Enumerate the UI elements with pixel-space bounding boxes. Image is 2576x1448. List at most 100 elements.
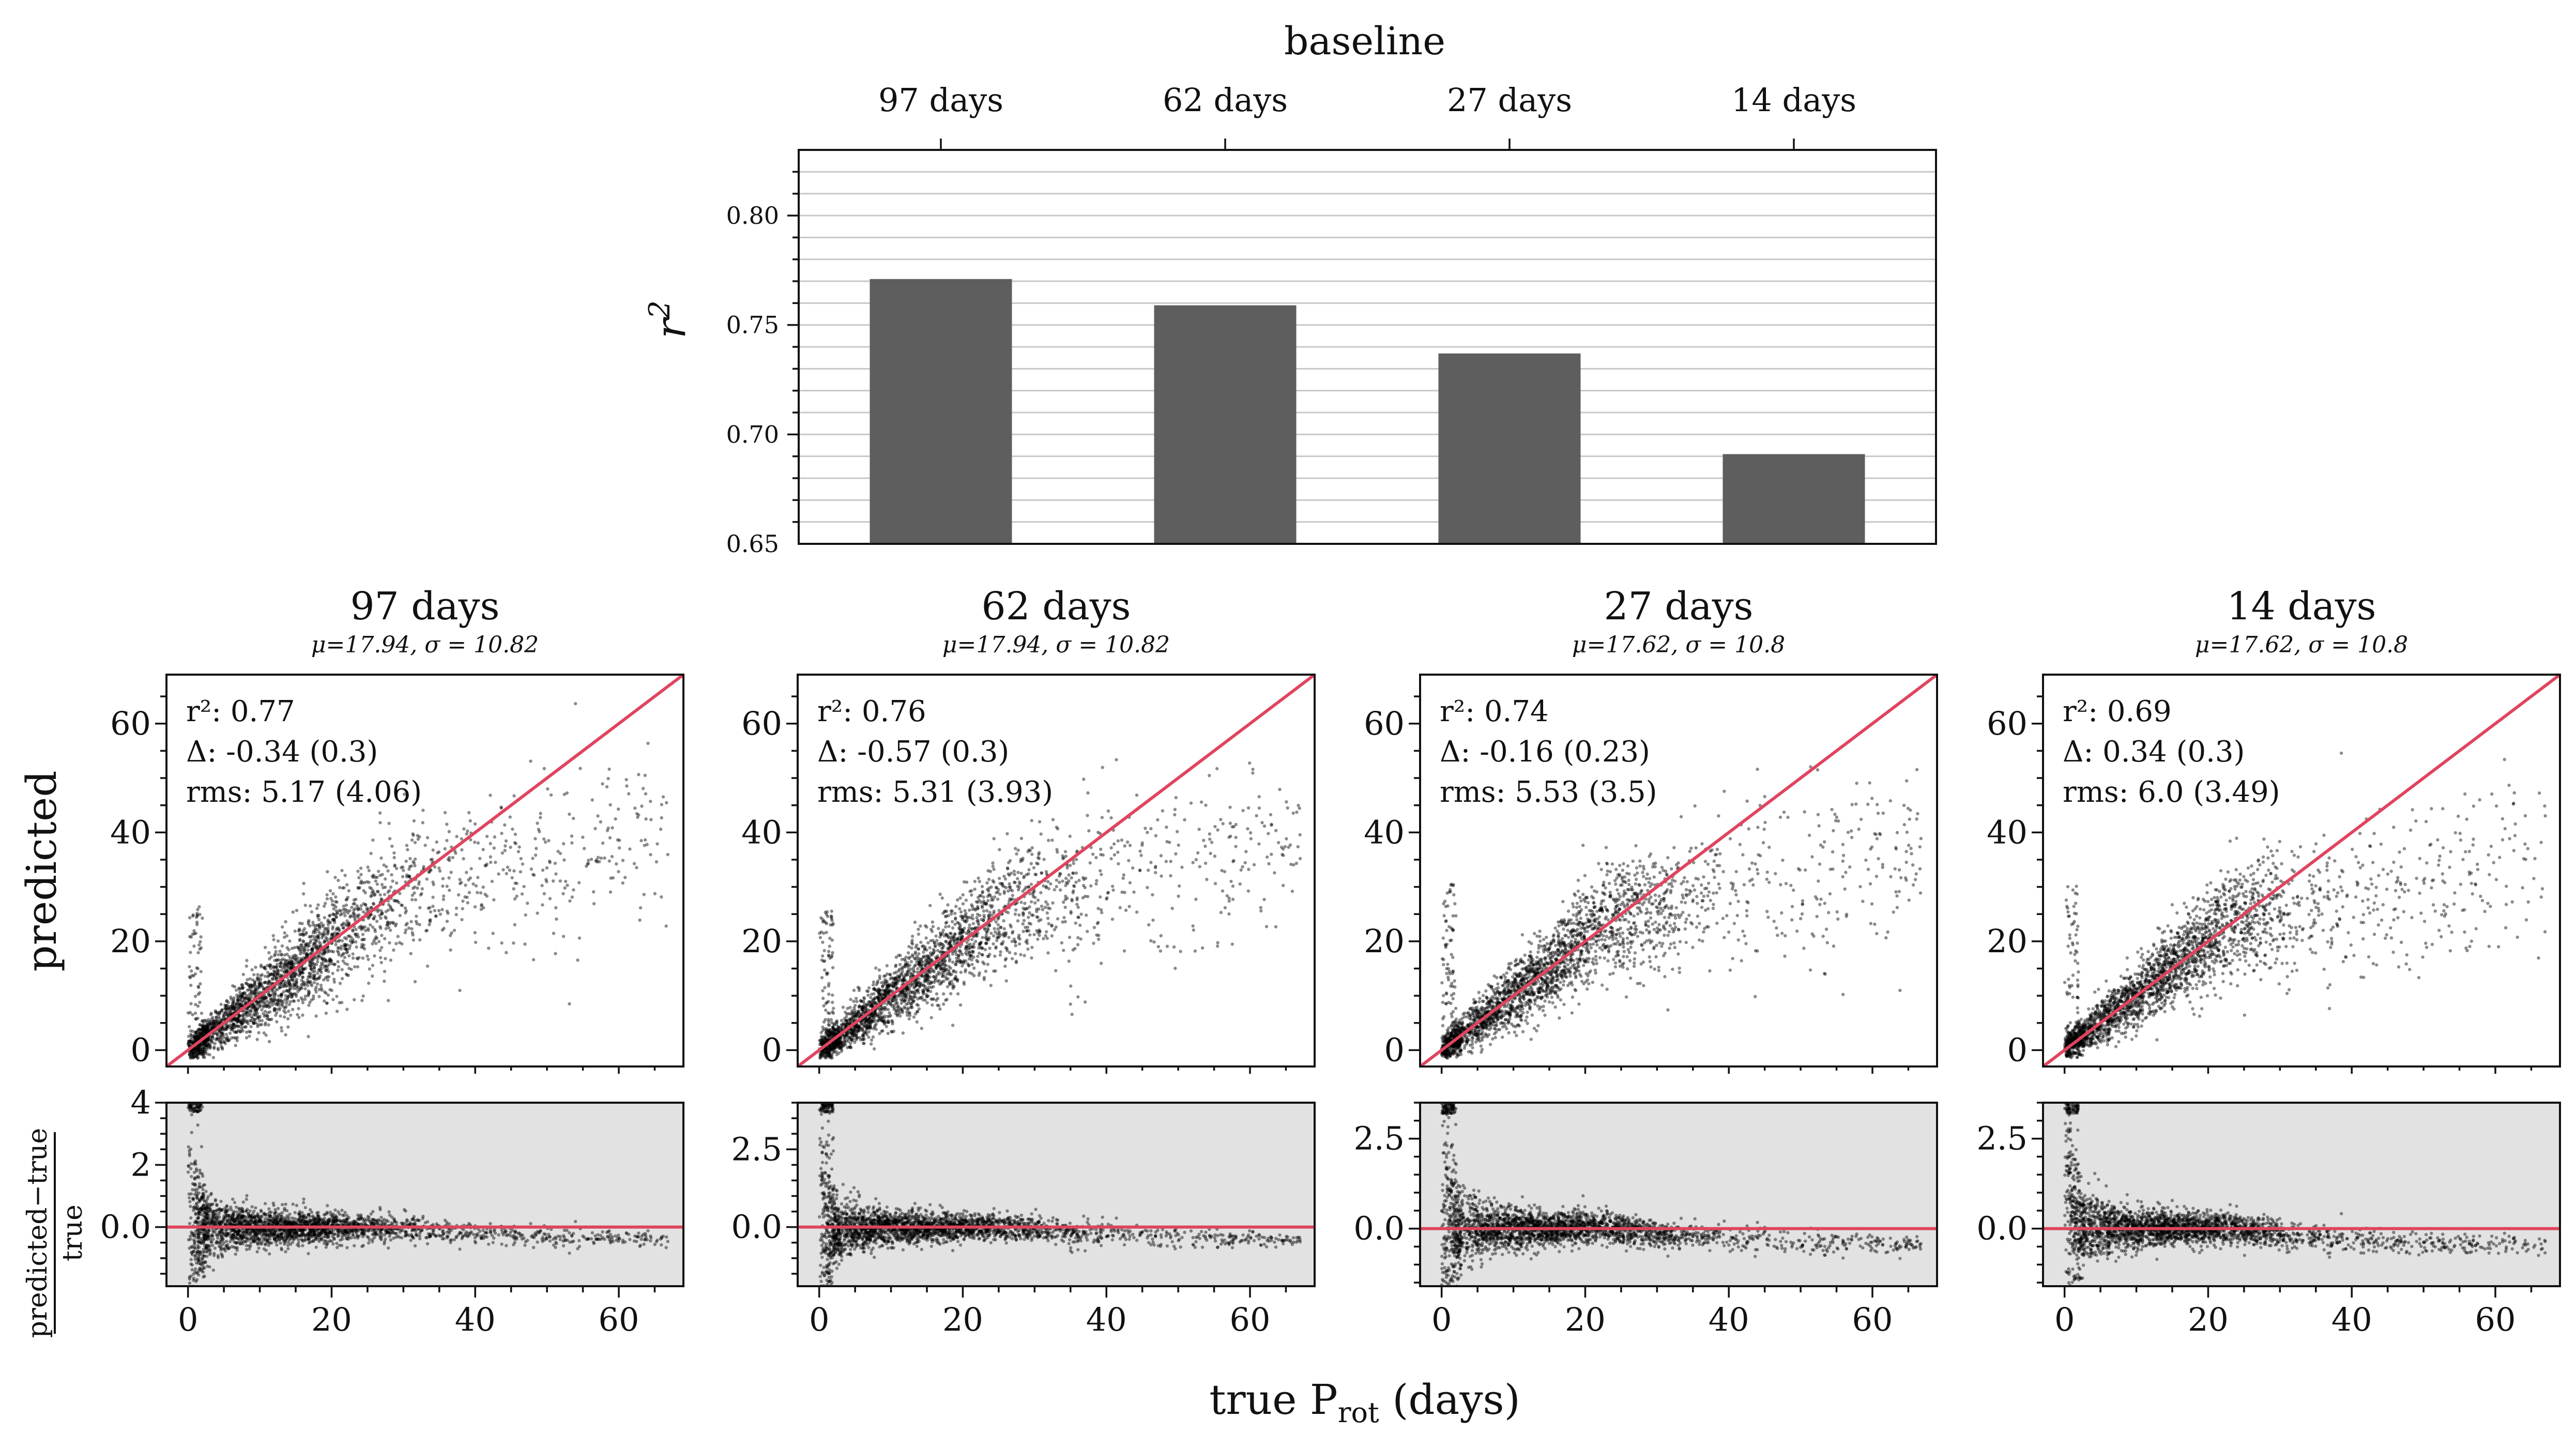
scatter-point	[279, 973, 283, 977]
scatter-point	[353, 965, 357, 969]
scatter-point	[216, 1012, 220, 1016]
scatter-point	[264, 1021, 267, 1025]
scatter-point	[340, 1001, 344, 1004]
scatter-point	[235, 1030, 239, 1034]
scatter-point	[204, 1029, 208, 1032]
scatter-point	[234, 1030, 238, 1034]
scatter-point	[190, 1041, 193, 1044]
scatter-point	[237, 994, 241, 998]
scatter-point	[342, 944, 346, 948]
residual-point	[264, 1248, 268, 1252]
residual-point	[386, 1230, 389, 1234]
scatter-point	[367, 880, 371, 884]
residual-point	[287, 1218, 291, 1222]
scatter-point	[359, 904, 363, 908]
scatter-point	[312, 976, 316, 980]
residual-point	[233, 1218, 236, 1222]
residual-point	[322, 1229, 326, 1233]
scatter-point	[317, 937, 321, 940]
residual-point	[301, 1215, 306, 1219]
scatter-point	[561, 935, 566, 938]
residual-point	[395, 1221, 399, 1224]
residual-point	[343, 1230, 347, 1233]
residual-point	[341, 1213, 344, 1217]
scatter-point	[284, 962, 287, 966]
scatter-point	[273, 994, 277, 998]
scatter-point	[499, 806, 503, 810]
scatter-point	[324, 958, 327, 962]
scatter-point	[391, 921, 395, 924]
scatter-point	[324, 968, 328, 972]
residual-point	[587, 1237, 590, 1241]
scatter-point	[258, 983, 262, 987]
scatter-point	[291, 956, 295, 960]
scatter-point	[322, 959, 326, 964]
scatter-point	[199, 935, 203, 939]
bar-chart-y-ticks: 0.650.700.750.80	[726, 171, 799, 558]
scatter-point	[301, 892, 306, 896]
scatter-point	[272, 973, 276, 977]
scatter-point	[303, 948, 307, 952]
scatter-point	[284, 1004, 288, 1009]
residual-point	[375, 1232, 379, 1236]
residual-point	[585, 1238, 588, 1241]
scatter-point	[303, 946, 307, 950]
residual-point	[494, 1231, 497, 1235]
scatter-point	[322, 978, 326, 982]
scatter-point	[320, 936, 324, 940]
scatter-point	[333, 876, 337, 879]
scatter-point	[391, 908, 395, 912]
residual-point	[188, 1154, 191, 1157]
scatter-point	[303, 967, 307, 971]
scatter-point	[206, 1038, 209, 1042]
residual-point	[286, 1222, 290, 1226]
scatter-point	[245, 996, 249, 1000]
panel-title: 97 days	[350, 584, 500, 629]
scatter-point	[209, 1025, 214, 1029]
scatter-point	[190, 1051, 194, 1055]
residual-point	[323, 1231, 326, 1235]
scatter-point	[206, 1044, 210, 1047]
scatter-point	[258, 1004, 262, 1008]
scatter-point	[307, 1034, 310, 1039]
scatter-point	[323, 929, 326, 933]
residual-point	[220, 1220, 223, 1224]
scatter-point	[257, 986, 261, 989]
residual-point	[197, 1176, 201, 1179]
residual-point	[202, 1222, 206, 1226]
scatter-point	[254, 984, 257, 988]
scatter-point	[417, 880, 421, 884]
scatter-point	[273, 954, 277, 957]
scatter-point	[441, 884, 445, 888]
scatter-point	[315, 977, 319, 981]
scatter-point	[348, 915, 352, 919]
scatter-point	[212, 1019, 216, 1023]
scatter-point	[193, 1035, 196, 1039]
residual-point	[264, 1242, 267, 1246]
scatter-point	[193, 1035, 196, 1039]
residual-point	[234, 1236, 238, 1240]
scatter-point	[404, 798, 407, 802]
scatter-point	[593, 827, 597, 831]
scatter-point	[299, 971, 303, 974]
scatter-point	[543, 840, 547, 844]
scatter-point	[306, 944, 310, 948]
bar-chart-x-tick-label: 27 days	[1447, 81, 1572, 119]
scatter-point	[272, 938, 276, 941]
bar-chart-y-tick-label: 0.80	[726, 202, 779, 230]
scatter-point	[345, 909, 349, 912]
scatter-point	[301, 929, 305, 933]
residual-point	[324, 1235, 328, 1239]
residual-point	[316, 1211, 320, 1214]
scatter-point	[283, 1015, 286, 1019]
scatter-point	[197, 1032, 202, 1036]
scatter-point	[204, 1027, 207, 1031]
scatter-point	[371, 925, 375, 929]
residual-point	[215, 1217, 218, 1221]
residual-point	[189, 1237, 192, 1241]
scatter-point	[415, 914, 418, 918]
scatter-point	[219, 1030, 223, 1034]
scatter-point	[194, 1051, 199, 1055]
scatter-point	[276, 963, 279, 966]
residual-point	[256, 1237, 260, 1241]
